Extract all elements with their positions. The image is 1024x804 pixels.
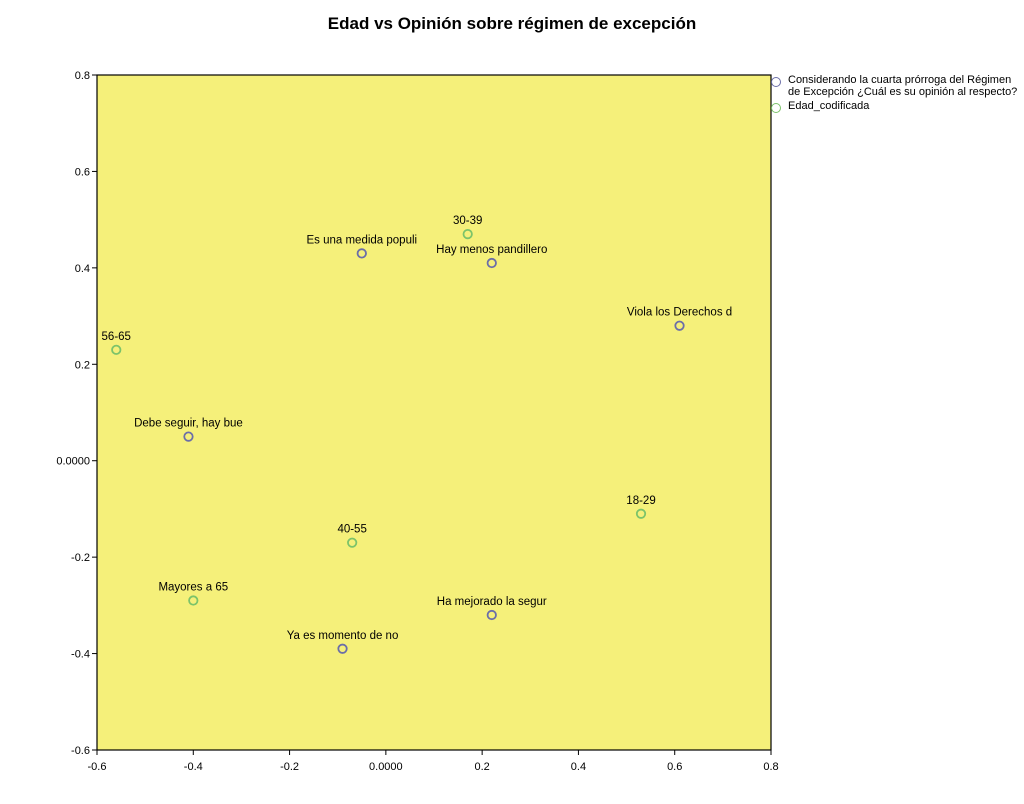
data-point — [111, 344, 122, 355]
data-point — [462, 229, 473, 240]
legend-entry-opinion: Considerando la cuarta prórroga del Régi… — [771, 74, 1021, 98]
data-label: Mayores a 65 — [158, 582, 228, 594]
data-point — [635, 508, 647, 519]
x-tick-label: 0.6 — [667, 761, 682, 773]
x-tick-label: 0.0000 — [369, 761, 403, 773]
y-tick-label: -0.6 — [71, 745, 90, 757]
data-point — [347, 537, 358, 548]
data-label: 40-55 — [337, 524, 366, 536]
legend-label: Edad_codificada — [788, 100, 870, 112]
y-tick-label: 0.0000 — [56, 456, 90, 468]
data-point — [188, 595, 199, 606]
x-tick-label: 0.4 — [571, 761, 586, 773]
data-point — [337, 643, 348, 654]
data-label: Ya es momento de no — [287, 630, 399, 642]
data-label: Viola los Derechos d — [627, 307, 732, 319]
y-tick-label: 0.6 — [75, 166, 90, 178]
y-tick-label: -0.2 — [71, 552, 90, 564]
data-label: Debe seguir, hay bue — [134, 418, 243, 430]
data-point — [356, 248, 367, 259]
x-tick-label: -0.6 — [88, 761, 107, 773]
chart-title: Edad vs Opinión sobre régimen de excepci… — [327, 14, 697, 33]
data-label: Es una medida populi — [306, 234, 417, 246]
y-tick-label: 0.4 — [75, 263, 90, 275]
data-label: 18-29 — [626, 495, 655, 507]
legend-entry-edad: Edad_codificada — [771, 100, 1021, 113]
y-tick-label: 0.8 — [75, 70, 90, 82]
y-tick-label: -0.4 — [71, 649, 90, 661]
y-axis: -0.6 -0.4 -0.2 0.0000 0.2 0.4 0.6 0.8 — [56, 70, 97, 757]
legend-circle-icon — [771, 103, 781, 113]
legend: Considerando la cuarta prórroga del Régi… — [771, 74, 1021, 116]
data-label: 30-39 — [453, 215, 482, 227]
data-label: 56-65 — [102, 331, 131, 343]
x-tick-label: -0.2 — [280, 761, 299, 773]
y-tick-label: 0.2 — [75, 359, 90, 371]
data-point — [486, 609, 497, 621]
x-tick-label: -0.4 — [184, 761, 203, 773]
data-label: Hay menos pandillero — [436, 244, 547, 256]
data-label: Ha mejorado la segur — [437, 596, 547, 608]
data-point — [674, 320, 685, 331]
plot-area — [96, 74, 772, 751]
legend-label: Considerando la cuarta prórroga del Régi… — [788, 74, 1018, 98]
data-points: Es una medida populi Hay menos pandillero… — [102, 215, 732, 654]
x-tick-label: 0.2 — [474, 761, 489, 773]
x-axis: -0.6 -0.4 -0.2 0.0000 0.2 0.4 0.6 0.8 — [88, 750, 779, 773]
data-point — [183, 431, 194, 442]
data-point — [486, 257, 497, 269]
x-tick-label: 0.8 — [763, 761, 778, 773]
legend-circle-icon — [771, 77, 781, 87]
